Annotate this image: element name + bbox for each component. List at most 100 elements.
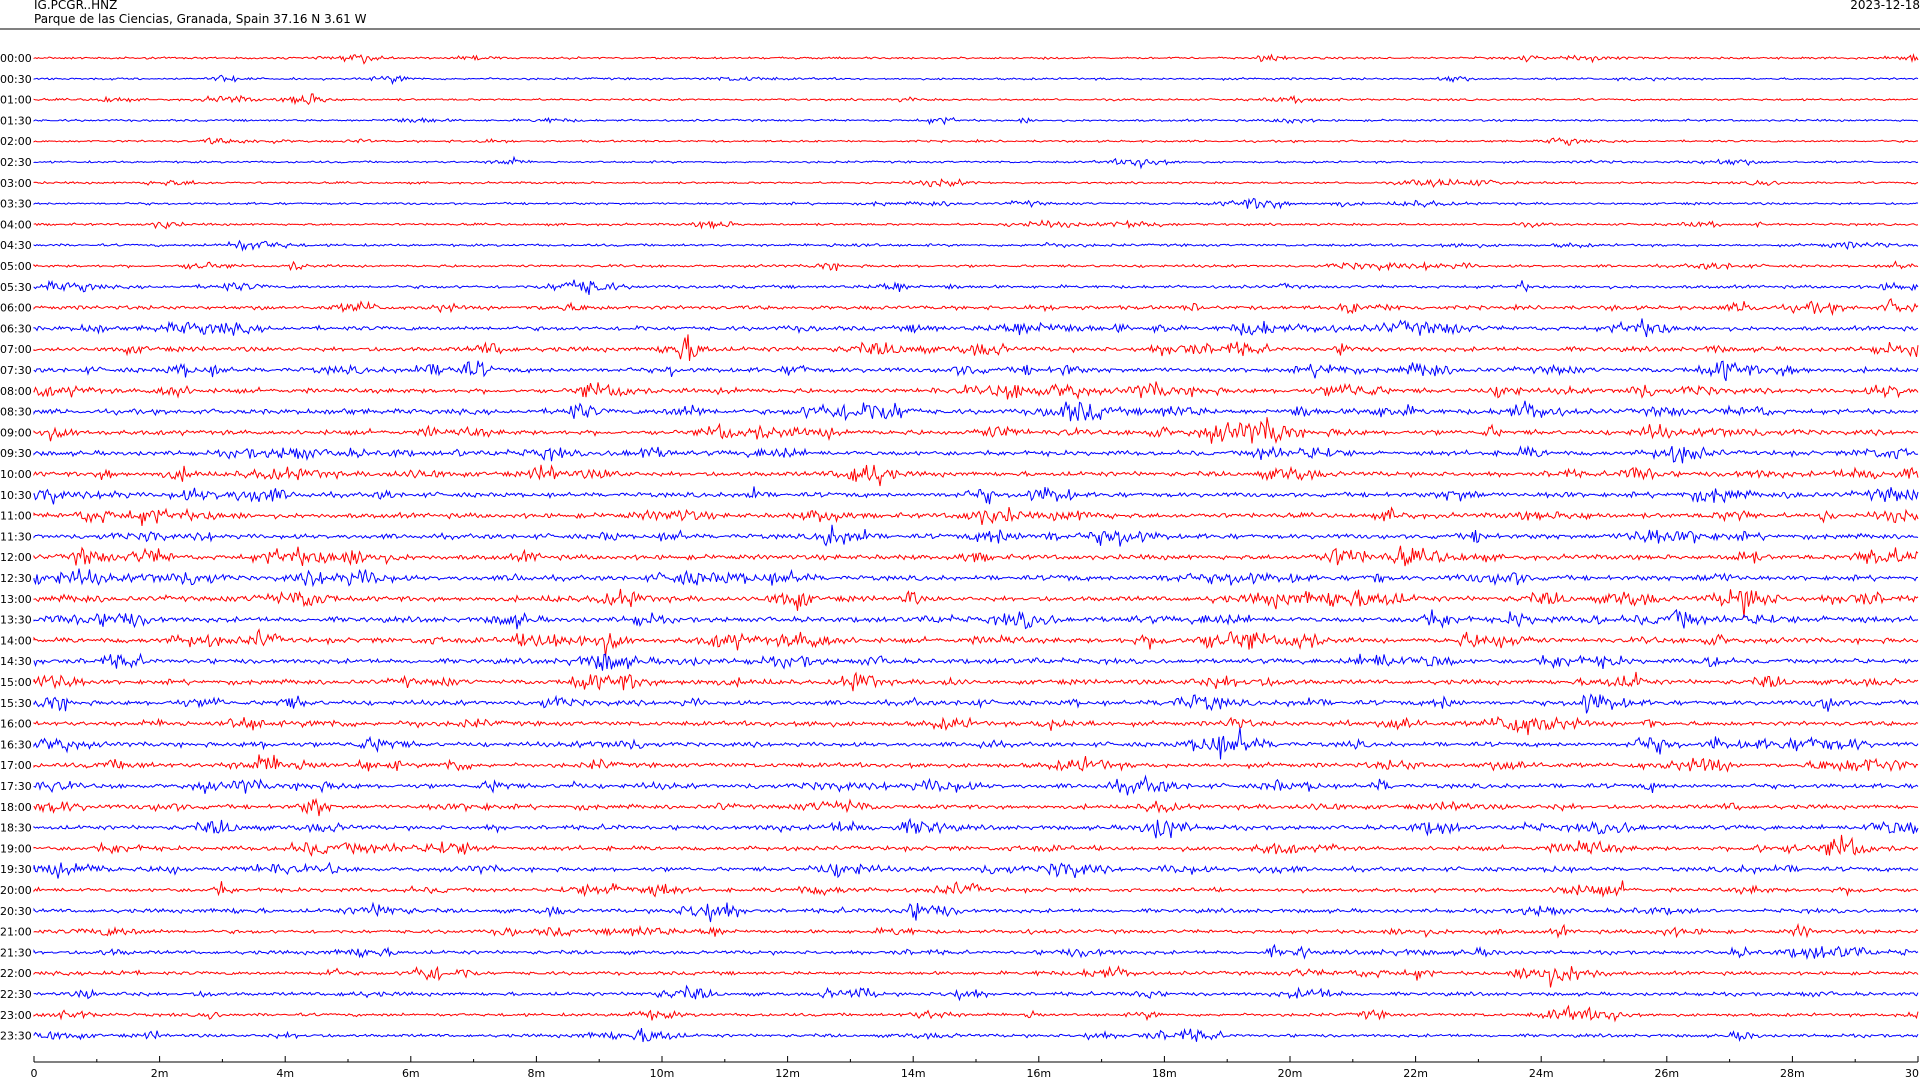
row-label: 20:00 — [0, 884, 32, 897]
row-label: 22:00 — [0, 967, 32, 980]
row-label: 02:00 — [0, 135, 32, 148]
row-label: 12:30 — [0, 572, 32, 585]
trace-0930 — [33, 445, 1919, 464]
x-tick-label: 6m — [402, 1067, 420, 1080]
trace-1000 — [33, 464, 1919, 487]
x-tick-label: 28m — [1780, 1067, 1805, 1080]
row-label: 21:00 — [0, 926, 32, 939]
trace-0330 — [33, 197, 1919, 210]
row-label: 18:00 — [0, 801, 32, 814]
trace-1100 — [33, 506, 1919, 526]
station-location: Parque de las Ciencias, Granada, Spain 3… — [34, 12, 367, 26]
row-label: 21:30 — [0, 946, 32, 959]
row-label: 03:00 — [0, 177, 32, 190]
trace-1300 — [33, 588, 1919, 618]
trace-0800 — [33, 381, 1919, 400]
row-label: 07:30 — [0, 364, 32, 377]
row-label: 09:00 — [0, 426, 32, 439]
trace-1230 — [33, 568, 1919, 588]
trace-0430 — [33, 239, 1919, 252]
station-code: IG.PCGR..HNZ — [34, 0, 118, 12]
trace-1200 — [33, 545, 1919, 567]
row-label: 03:30 — [0, 198, 32, 211]
trace-0200 — [33, 137, 1919, 146]
x-tick-label: 8m — [528, 1067, 546, 1080]
row-label: 01:30 — [0, 114, 32, 127]
trace-2330 — [33, 1027, 1919, 1043]
row-label: 17:00 — [0, 759, 32, 772]
trace-2300 — [33, 1004, 1919, 1023]
x-tick-label: 0 — [31, 1067, 38, 1080]
trace-0000 — [33, 52, 1919, 65]
row-label: 02:30 — [0, 156, 32, 169]
trace-2200 — [33, 965, 1919, 988]
trace-1400 — [33, 628, 1919, 657]
trace-0630 — [33, 318, 1919, 338]
row-label: 17:30 — [0, 780, 32, 793]
row-label: 10:30 — [0, 489, 32, 502]
trace-0130 — [33, 116, 1919, 126]
trace-0530 — [33, 279, 1919, 295]
row-label: 15:00 — [0, 676, 32, 689]
row-label: 10:00 — [0, 468, 32, 481]
x-tick-label: 2m — [151, 1067, 169, 1080]
trace-1330 — [33, 608, 1919, 630]
trace-1530 — [33, 693, 1919, 714]
record-date: 2023-12-18 — [1850, 0, 1920, 12]
row-label: 00:00 — [0, 52, 32, 65]
row-label: 20:30 — [0, 905, 32, 918]
x-tick-label: 30 — [1905, 1067, 1919, 1080]
trace-1730 — [33, 774, 1919, 796]
row-label: 11:00 — [0, 510, 32, 523]
row-label: 12:00 — [0, 551, 32, 564]
row-label: 04:30 — [0, 239, 32, 252]
x-tick-label: 22m — [1403, 1067, 1428, 1080]
trace-1930 — [33, 861, 1919, 879]
row-label: 14:00 — [0, 634, 32, 647]
trace-1830 — [33, 817, 1919, 839]
x-tick-label: 10m — [650, 1067, 675, 1080]
row-label: 07:00 — [0, 343, 32, 356]
trace-1900 — [33, 834, 1919, 857]
row-label: 23:30 — [0, 1030, 32, 1043]
row-label: 05:30 — [0, 281, 32, 294]
trace-0230 — [33, 155, 1919, 170]
x-tick-label: 4m — [276, 1067, 294, 1080]
trace-0830 — [33, 400, 1919, 422]
x-tick-label: 24m — [1529, 1067, 1554, 1080]
trace-0900 — [33, 417, 1919, 445]
trace-2230 — [33, 984, 1919, 1002]
row-label: 16:00 — [0, 718, 32, 731]
trace-1500 — [33, 671, 1919, 692]
row-label: 00:30 — [0, 73, 32, 86]
row-label-group: 00:00 00:30 01:00 01:30 02:00 02:30 03:00 03:30… — [0, 52, 32, 1043]
x-axis: 0 2m 4m 6m 8m 10m 12m 14m 16m 18m 20m 22m 24m 26m 28m 3… — [31, 1056, 1919, 1080]
row-label: 01:00 — [0, 94, 32, 107]
row-label: 13:00 — [0, 593, 32, 606]
x-tick-label: 12m — [775, 1067, 800, 1080]
row-label: 08:30 — [0, 406, 32, 419]
x-tick-label: 18m — [1152, 1067, 1177, 1080]
row-label: 16:30 — [0, 738, 32, 751]
trace-0300 — [33, 178, 1919, 189]
trace-1130 — [33, 524, 1919, 547]
trace-1800 — [33, 797, 1919, 817]
trace-2100 — [33, 922, 1919, 939]
row-label: 04:00 — [0, 218, 32, 231]
row-label: 19:30 — [0, 863, 32, 876]
trace-0600 — [33, 297, 1919, 317]
trace-1430 — [33, 652, 1919, 671]
trace-0030 — [33, 74, 1919, 86]
x-tick-label: 14m — [901, 1067, 926, 1080]
x-tick-label: 16m — [1026, 1067, 1051, 1080]
trace-0400 — [33, 219, 1919, 230]
x-tick-label: 26m — [1654, 1067, 1679, 1080]
trace-1700 — [33, 754, 1919, 773]
row-label: 13:30 — [0, 614, 32, 627]
row-label: 22:30 — [0, 988, 32, 1001]
trace-1030 — [33, 486, 1919, 505]
trace-1630 — [33, 727, 1919, 760]
row-label: 15:30 — [0, 697, 32, 710]
trace-group — [33, 52, 1919, 1043]
row-label: 23:00 — [0, 1009, 32, 1022]
